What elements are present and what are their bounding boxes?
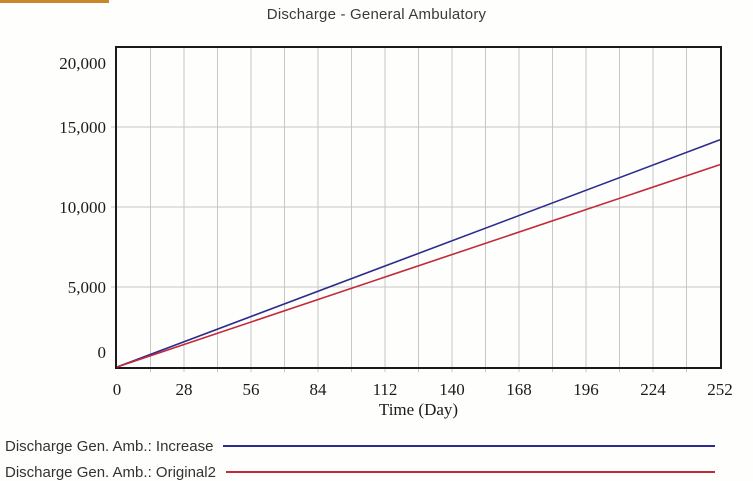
legend-label: Discharge Gen. Amb.: Original2 bbox=[5, 463, 216, 481]
chart-legend: Discharge Gen. Amb.: Increase Discharge G… bbox=[5, 433, 715, 481]
y-tick-label: 10,000 bbox=[59, 198, 106, 217]
x-tick-label: 28 bbox=[176, 380, 193, 399]
x-tick-label: 224 bbox=[640, 380, 666, 399]
y-tick-label: 0 bbox=[98, 343, 107, 362]
x-axis-title: Time (Day) bbox=[378, 400, 459, 419]
window-accent-bar bbox=[0, 0, 109, 3]
legend-item-1: Discharge Gen. Amb.: Original2 bbox=[5, 459, 715, 481]
series-line-0 bbox=[116, 139, 721, 368]
legend-line-swatch bbox=[225, 471, 715, 473]
x-tick-labels: 0 28 56 84 112 140 168 196 224 252 bbox=[113, 380, 733, 399]
series-line-1 bbox=[116, 163, 721, 368]
legend-label: Discharge Gen. Amb.: Increase bbox=[5, 437, 214, 455]
x-tick-label: 196 bbox=[573, 380, 599, 399]
y-tick-labels: 0 5,000 10,000 15,000 20,000 bbox=[59, 54, 106, 362]
horizontal-grid-lines bbox=[111, 126, 720, 288]
x-tick-label: 112 bbox=[373, 380, 398, 399]
x-tick-label: 56 bbox=[243, 380, 260, 399]
y-tick-label: 5,000 bbox=[68, 278, 106, 297]
legend-line-swatch bbox=[223, 445, 715, 447]
y-tick-label: 15,000 bbox=[59, 118, 106, 137]
legend-item-0: Discharge Gen. Amb.: Increase bbox=[5, 433, 715, 459]
y-tick-label: 20,000 bbox=[59, 54, 106, 73]
plot-border bbox=[115, 46, 722, 369]
x-tick-label: 168 bbox=[506, 380, 532, 399]
vertical-grid-lines bbox=[150, 48, 687, 372]
x-tick-label: 84 bbox=[310, 380, 328, 399]
x-tick-label: 140 bbox=[439, 380, 465, 399]
x-tick-label: 0 bbox=[113, 380, 122, 399]
chart-title: Discharge - General Ambulatory bbox=[266, 6, 487, 23]
x-tick-label: 252 bbox=[707, 380, 733, 399]
